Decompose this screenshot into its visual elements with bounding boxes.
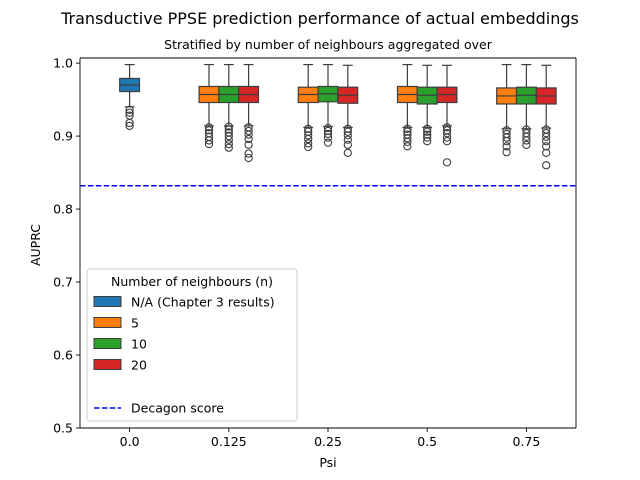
box-5-psi-0-75-outlier bbox=[502, 137, 511, 146]
box-10-psi-0-75-outlier bbox=[522, 140, 531, 149]
box-20-psi-0-5-outlier bbox=[442, 158, 452, 167]
plot-area: 0.5 0.6 0.7 0.8 0.9 1.0 0.0 0.125 0.25 0.5 0.75 Num… bbox=[53, 56, 577, 449]
box-10-psi-0-25-outlier bbox=[323, 138, 333, 147]
box-20-psi-0-5-outlier bbox=[442, 137, 452, 146]
x-tick-label: 0.25 bbox=[314, 434, 342, 449]
box-20-psi-0-75-outlier bbox=[542, 132, 551, 141]
y-tick-label: 1.0 bbox=[53, 56, 73, 71]
chart-subtitle: Stratified by number of neighbours aggre… bbox=[164, 37, 493, 52]
box-20-psi-0-75-outlier bbox=[542, 137, 551, 146]
box-10-psi-0-5-outlier bbox=[423, 127, 432, 136]
box-20-psi-0-125-outlier bbox=[244, 153, 253, 163]
x-tick-label: 0.0 bbox=[120, 434, 140, 449]
y-tick-label: 0.7 bbox=[53, 275, 73, 290]
x-tick-label: 0.75 bbox=[512, 434, 540, 449]
legend-title: Number of neighbours (n) bbox=[111, 274, 273, 289]
legend-label: 10 bbox=[131, 337, 147, 352]
box-20-psi-0-75-outlier bbox=[542, 142, 551, 151]
box-5-psi-0-125-outlier bbox=[204, 126, 214, 135]
box-5-psi-0-5-outlier bbox=[403, 134, 412, 143]
legend-swatch-10 bbox=[93, 338, 122, 349]
y-axis-label: AUPRC bbox=[28, 224, 43, 266]
x-tick-label: 0.125 bbox=[211, 434, 247, 449]
box-20-psi-0-125-outlier bbox=[244, 134, 253, 144]
box-20-psi-0-5-outlier bbox=[442, 133, 452, 142]
box-10-psi-0-5-outlier bbox=[423, 124, 432, 133]
y-tick-label: 0.5 bbox=[53, 421, 73, 436]
box-20-psi-0-5-outlier bbox=[442, 129, 452, 138]
box-20-psi-0-125-outlier bbox=[244, 140, 253, 149]
box-20-psi-0-75-outlier bbox=[542, 129, 551, 138]
box-20-psi-0-25-outlier bbox=[343, 131, 352, 140]
box-10-psi-0-5-outlier bbox=[423, 130, 432, 139]
box-10-psi-0-25-outlier bbox=[323, 123, 333, 133]
legend-swatch-5 bbox=[93, 317, 122, 328]
legend-label: N/A (Chapter 3 results) bbox=[131, 295, 275, 310]
box-20-psi-0-125-outlier bbox=[244, 130, 253, 139]
box-10-psi-0-25-outlier bbox=[323, 133, 333, 142]
legend-label: 20 bbox=[131, 358, 147, 373]
box-5-psi-0-5-outlier bbox=[403, 137, 412, 147]
box-n-a-chapter-3-results-psi-0-0-outlier bbox=[125, 108, 134, 117]
box-5-psi-0-25-outlier bbox=[304, 124, 313, 133]
box-20-psi-0-25-outlier bbox=[343, 135, 352, 144]
y-tick-label: 0.9 bbox=[53, 129, 73, 144]
box-5-psi-0-5-outlier bbox=[403, 127, 412, 136]
y-tick-label: 0.6 bbox=[53, 348, 73, 363]
box-5-psi-0-125-outlier bbox=[204, 139, 214, 149]
box-5-psi-0-125-outlier bbox=[204, 123, 214, 132]
box-5-psi-0-25-outlier bbox=[304, 134, 313, 144]
x-tick-label: 0.5 bbox=[417, 434, 437, 449]
box-5-psi-0-75-outlier bbox=[502, 142, 511, 151]
box-10-psi-0-125-outlier bbox=[224, 135, 233, 144]
legend-swatch-n-a-chapter-3-results bbox=[93, 296, 122, 307]
box-5-psi-0-125-outlier bbox=[204, 136, 214, 145]
box-20-psi-0-125-outlier bbox=[244, 149, 253, 158]
box-n-a-chapter-3-results-psi-0-0-outlier bbox=[125, 105, 134, 114]
box-20-psi-0-25-outlier bbox=[343, 148, 352, 158]
box-5-psi-0-25-outlier bbox=[304, 142, 313, 152]
box-20-psi-0-125-outlier bbox=[244, 126, 253, 136]
box-10-psi-0-125-outlier bbox=[224, 131, 233, 141]
box-20-psi-0-25-outlier bbox=[343, 124, 352, 133]
box-10-psi-0-25-outlier bbox=[323, 129, 333, 139]
box-20-psi-0-75-outlier bbox=[542, 148, 551, 158]
box-10-psi-0-125-outlier bbox=[224, 125, 233, 134]
y-tick-label: 0.8 bbox=[53, 202, 73, 217]
legend-label: Decagon score bbox=[131, 401, 224, 416]
box-20-psi-0-25-outlier bbox=[343, 140, 352, 149]
box-20-psi-0-75-outlier bbox=[542, 161, 551, 170]
box-n-a-chapter-3-results-psi-0-0-outlier bbox=[125, 121, 134, 131]
box-10-psi-0-125-outlier bbox=[224, 122, 233, 131]
legend-swatch-20 bbox=[93, 359, 122, 370]
x-axis-label: Psi bbox=[319, 455, 336, 470]
legend-label: 5 bbox=[131, 316, 139, 331]
box-5-psi-0-75-outlier bbox=[502, 133, 511, 142]
box-5-psi-0-75-outlier bbox=[502, 147, 511, 157]
box-10-psi-0-5-outlier bbox=[423, 133, 432, 142]
box-10-psi-0-75-outlier bbox=[522, 132, 531, 141]
box-10-psi-0-125-outlier bbox=[224, 139, 233, 149]
box-10-psi-0-75-outlier bbox=[522, 136, 531, 145]
box-5-psi-0-25-outlier bbox=[304, 131, 313, 140]
box-5-psi-0-5-outlier bbox=[403, 142, 412, 151]
box-20-psi-0-25-outlier bbox=[343, 127, 352, 136]
box-10-psi-0-25-outlier bbox=[323, 126, 333, 136]
legend-box bbox=[86, 268, 298, 422]
box-20-psi-0-5-outlier bbox=[442, 123, 452, 132]
chart-title: Transductive PPSE prediction performance… bbox=[60, 9, 579, 28]
box-10-psi-0-5-outlier bbox=[423, 137, 432, 146]
box-5-psi-0-5-outlier bbox=[403, 124, 412, 133]
box-10-psi-0-125-outlier bbox=[224, 143, 233, 152]
box-5-psi-0-25-outlier bbox=[304, 139, 313, 148]
box-n-a-chapter-3-results-psi-0-0-outlier bbox=[125, 118, 134, 128]
